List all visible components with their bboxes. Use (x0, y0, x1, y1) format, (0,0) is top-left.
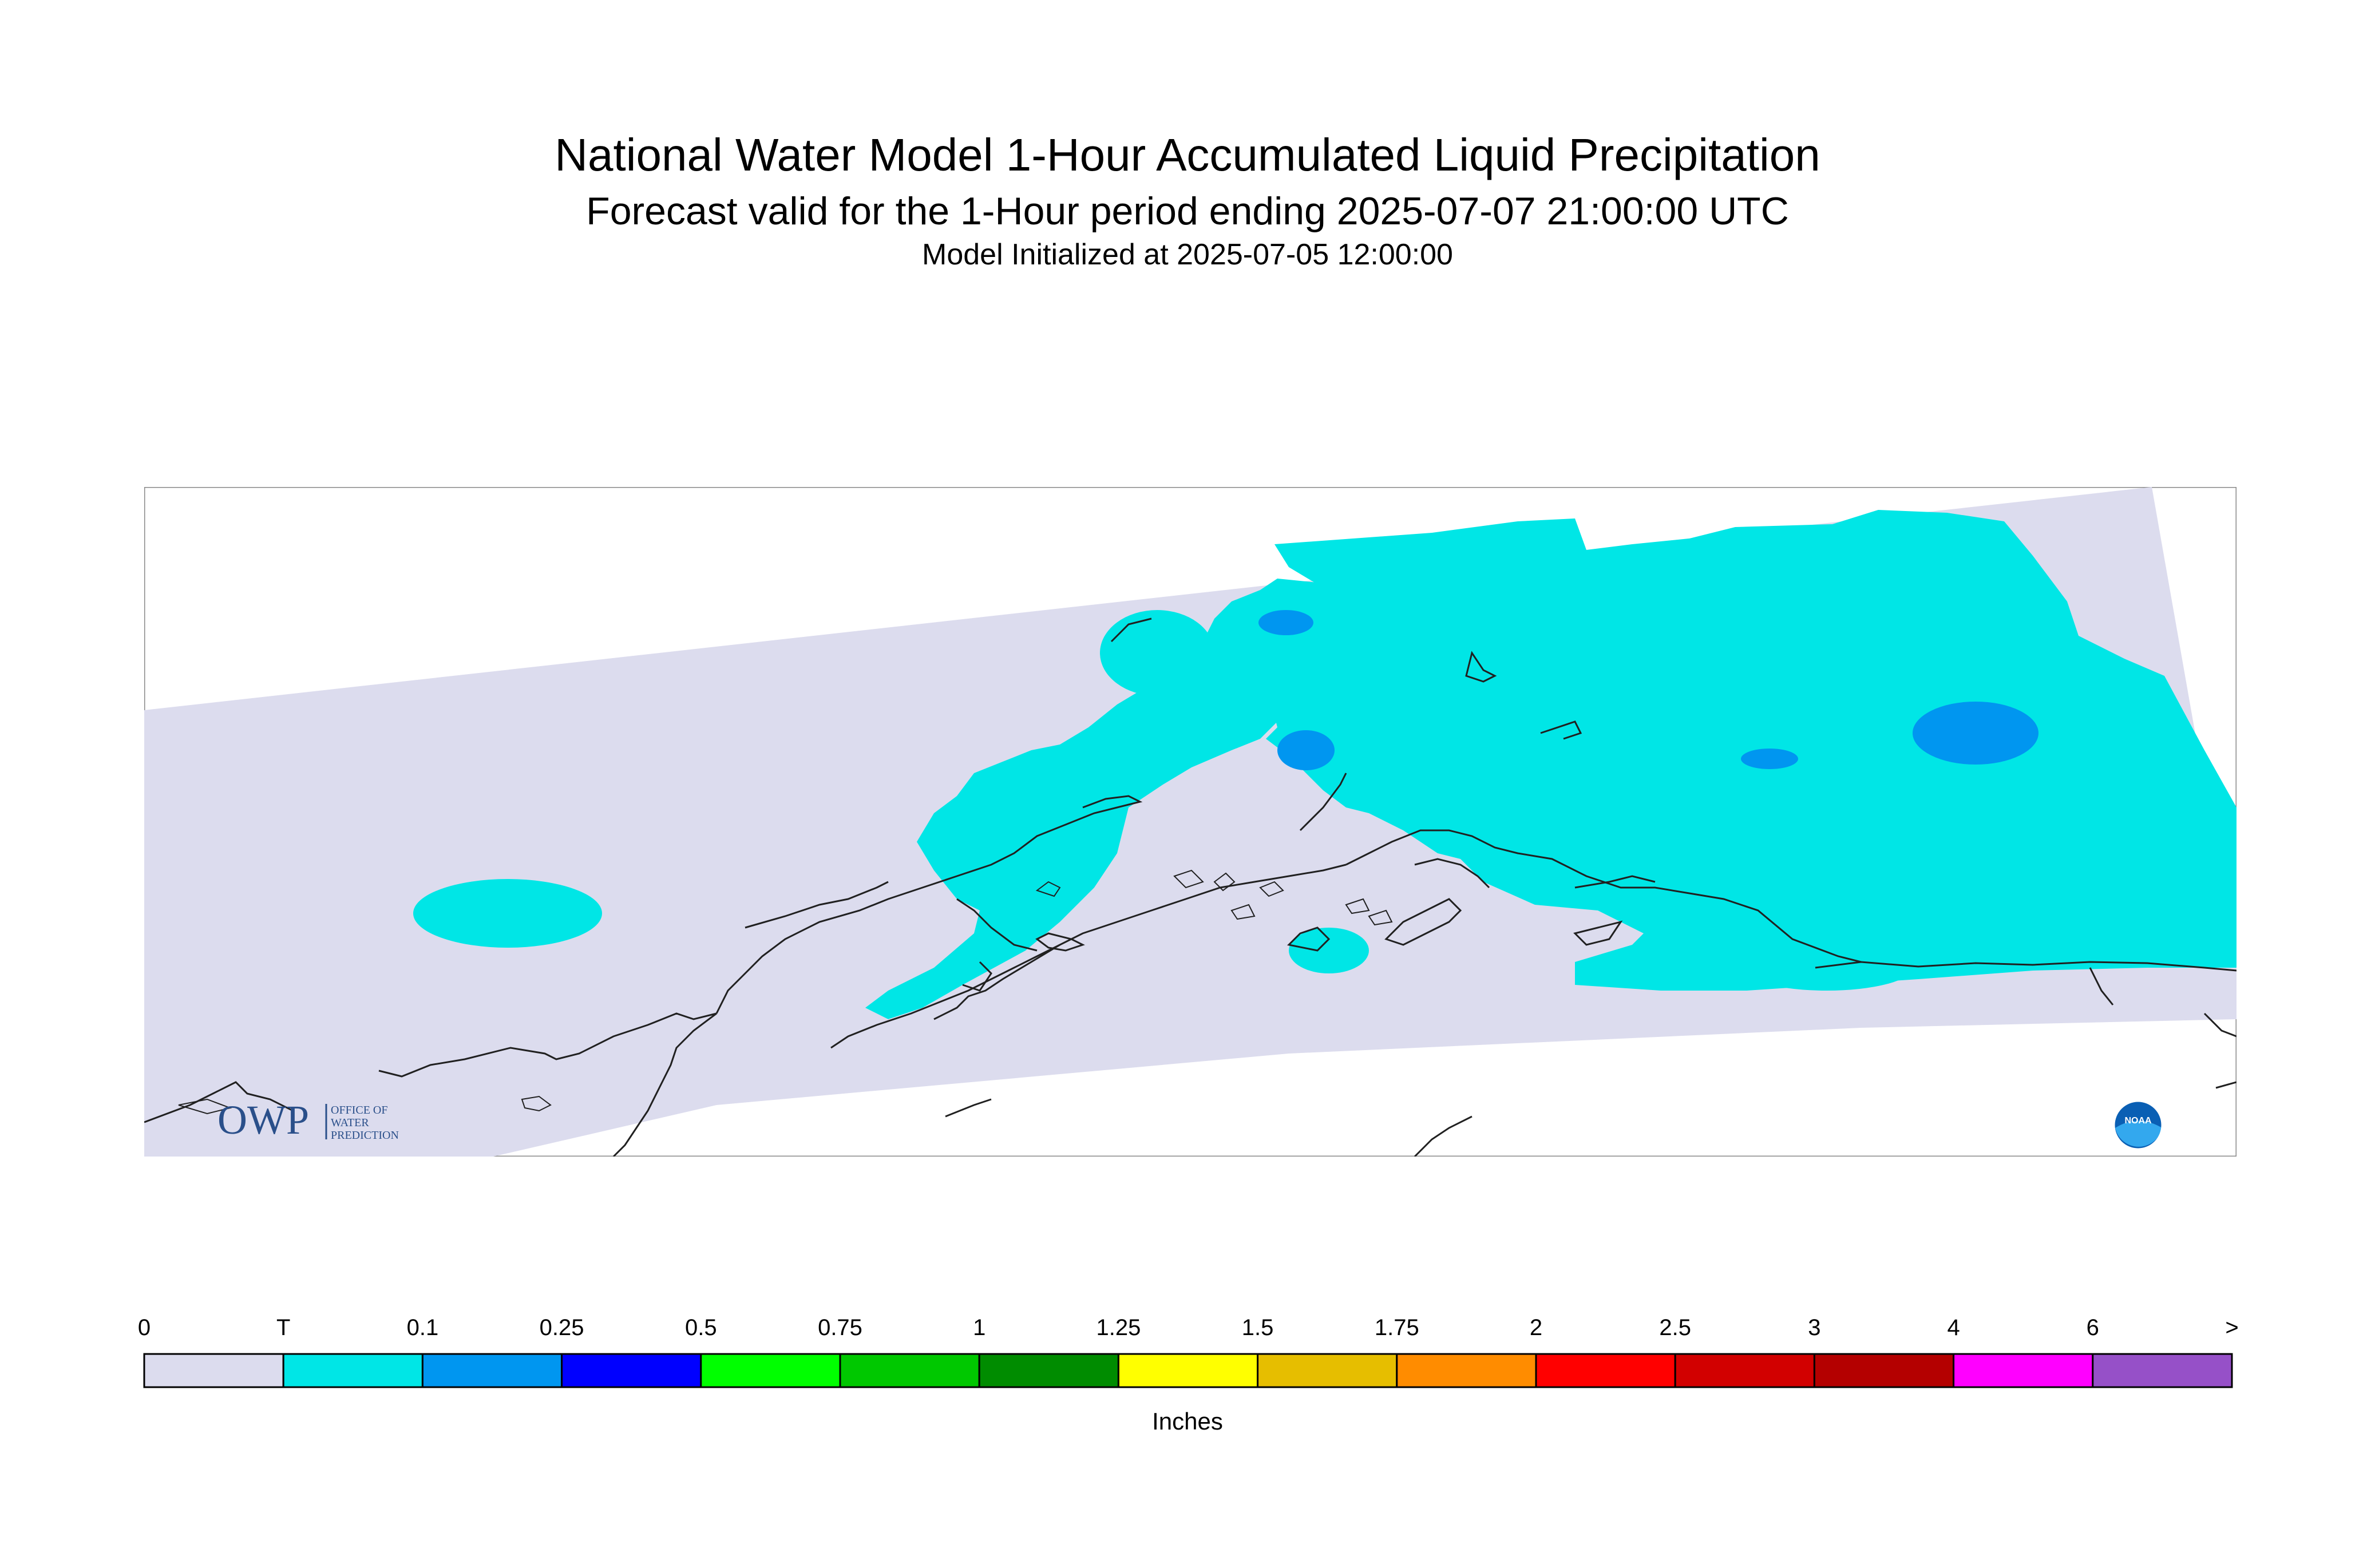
legend-box-3 (561, 1353, 702, 1388)
owp-logo-text: OWP (217, 1097, 309, 1143)
map-title: National Water Model 1-Hour Accumulated … (555, 129, 1820, 180)
light-area-4 (1741, 749, 1798, 769)
legend-label: > (2225, 1315, 2239, 1340)
legend-label: 0.75 (818, 1315, 862, 1340)
legend-label: 0.5 (684, 1315, 717, 1340)
legend-label: T (276, 1315, 291, 1340)
legend-label: 6 (2086, 1315, 2099, 1340)
legend-box-0 (143, 1353, 284, 1388)
legend-label: 1 (973, 1315, 986, 1340)
map-subtitle: Forecast valid for the 1-Hour period end… (586, 189, 1789, 233)
island-outlines (178, 869, 1393, 1115)
legend-box-14 (2092, 1353, 2233, 1388)
legend-box-13 (1953, 1353, 2094, 1388)
coastlines (144, 617, 2237, 1157)
legend-label: 0.25 (539, 1315, 584, 1340)
light-precip-areas (1258, 610, 2038, 770)
legend-box-4 (700, 1353, 841, 1388)
legend-label: 0.1 (406, 1315, 439, 1340)
legend-label: 2 (1529, 1315, 1543, 1340)
legend-box-11 (1674, 1353, 1815, 1388)
legend-box-12 (1813, 1353, 1955, 1388)
precipitation-map: OWP OFFICE OF WATER PREDICTION NOAA (144, 487, 2237, 1157)
owp-logo-line3: PREDICTION (331, 1129, 399, 1142)
light-area-3 (1913, 702, 2038, 765)
legend-label: 1.25 (1096, 1315, 1141, 1340)
trace-area-center-east (1426, 670, 1518, 739)
trace-area-north (1100, 610, 1214, 696)
legend-label: 1.75 (1374, 1315, 1419, 1340)
owp-logo-line1: OFFICE OF (331, 1104, 387, 1116)
legend-label: 3 (1808, 1315, 1821, 1340)
legend-box-10 (1535, 1353, 1676, 1388)
legend-box-7 (1117, 1353, 1259, 1388)
legend-color-boxes (143, 1353, 2233, 1388)
trace-area-west (413, 879, 602, 948)
legend-box-9 (1396, 1353, 1537, 1388)
legend-box-2 (421, 1353, 563, 1388)
legend-label: 2.5 (1659, 1315, 1691, 1340)
light-area-1 (1258, 610, 1313, 635)
trace-area-island (1289, 928, 1369, 973)
legend-box-5 (839, 1353, 980, 1388)
noaa-logo: NOAA (2113, 1100, 2163, 1150)
model-init-time: Model Initialized at 2025-07-05 12:00:00 (922, 238, 1453, 271)
legend-label: 0 (137, 1315, 151, 1340)
owp-logo-line2: WATER (331, 1116, 369, 1129)
noaa-logo-text: NOAA (2124, 1116, 2152, 1126)
trace-area-south (1741, 945, 1913, 991)
legend-box-6 (978, 1353, 1119, 1388)
legend-units: Inches (1152, 1408, 1223, 1435)
legend-box-1 (282, 1353, 423, 1388)
legend-label: 1.5 (1241, 1315, 1274, 1340)
legend-box-8 (1257, 1353, 1398, 1388)
legend-label: 4 (1947, 1315, 1960, 1340)
owp-logo: OWP OFFICE OF WATER PREDICTION (217, 1097, 399, 1143)
trace-area-small (1418, 599, 1492, 639)
light-area-2 (1277, 730, 1335, 770)
trace-area-east (1266, 510, 2237, 991)
